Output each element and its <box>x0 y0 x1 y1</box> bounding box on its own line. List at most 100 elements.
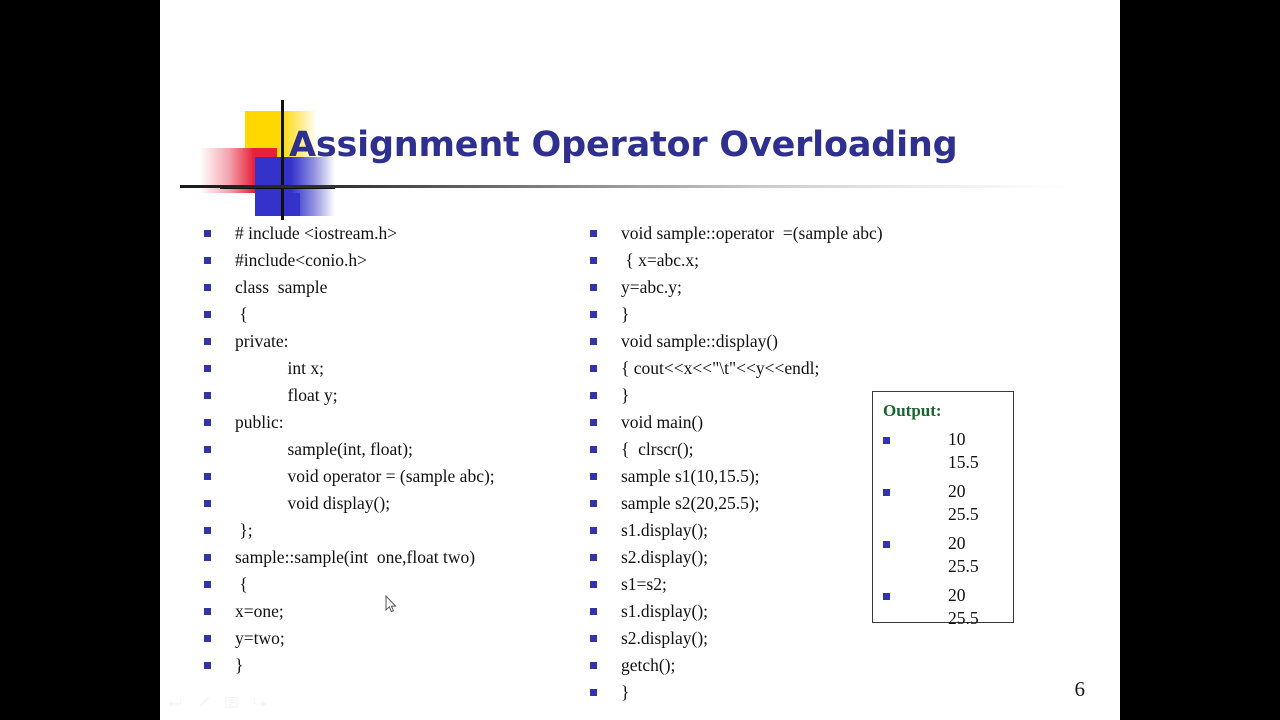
list-item-label: y=two; <box>235 628 285 648</box>
bullet-square-icon <box>590 230 597 237</box>
mouse-cursor <box>385 594 397 614</box>
list-item-label: sample s2(20,25.5); <box>621 493 760 513</box>
list-item-label: }; <box>235 520 253 540</box>
bullet-square-icon <box>590 527 597 534</box>
page-number: 6 <box>1074 677 1086 701</box>
bullet-square-icon <box>590 689 597 696</box>
previous-slide-icon[interactable] <box>168 695 183 710</box>
blue-square-foot-icon <box>255 193 300 216</box>
list-item: { clrscr(); <box>590 436 910 463</box>
pen-icon[interactable] <box>196 695 211 710</box>
list-item-label: void main() <box>621 412 704 432</box>
bullet-square-icon <box>204 662 211 669</box>
list-item: }; <box>204 517 584 544</box>
list-item-label: s1=s2; <box>621 574 667 594</box>
bullet-square-icon <box>883 593 890 600</box>
list-item-label: s1.display(); <box>621 601 709 621</box>
list-item-label: getch(); <box>621 655 676 675</box>
bullet-square-icon <box>204 338 211 345</box>
bullet-square-icon <box>590 311 597 318</box>
bullet-square-icon <box>590 554 597 561</box>
bullet-square-icon <box>883 489 890 496</box>
list-item-label: void operator = (sample abc); <box>235 466 495 486</box>
page-title: Assignment Operator Overloading <box>289 125 958 165</box>
list-item: void operator = (sample abc); <box>204 463 584 490</box>
list-item: { <box>204 301 584 328</box>
vertical-line-icon <box>281 100 284 220</box>
bullet-square-icon <box>204 257 211 264</box>
list-item-label: void sample::display() <box>621 331 778 351</box>
list-item-label: class sample <box>235 277 328 297</box>
list-item: x=one; <box>204 598 584 625</box>
output-value-second: 25.5 <box>948 608 979 628</box>
list-item-label: { <box>235 304 248 324</box>
title-divider <box>180 185 1080 188</box>
list-item-label: public: <box>235 412 284 432</box>
bullet-square-icon <box>204 608 211 615</box>
list-item: sample::sample(int one,float two) <box>204 544 584 571</box>
next-slide-icon[interactable] <box>252 695 267 710</box>
bullet-square-icon <box>883 541 890 548</box>
list-item-label: sample::sample(int one,float two) <box>235 547 476 567</box>
output-row: 20 25.5 <box>883 480 1013 526</box>
code-column-right: void sample::operator =(sample abc) { x=… <box>590 220 910 706</box>
bullet-square-icon <box>204 581 211 588</box>
list-item: private: <box>204 328 584 355</box>
list-item-label: y=abc.y; <box>621 277 682 297</box>
bullet-square-icon <box>204 473 211 480</box>
list-item-label: int x; <box>235 358 324 378</box>
bullet-square-icon <box>204 365 211 372</box>
list-item-label: { cout<<x<<"\t"<<y<<endl; <box>621 358 820 378</box>
list-item: #include<conio.h> <box>204 247 584 274</box>
list-item-label: private: <box>235 331 289 351</box>
list-item: public: <box>204 409 584 436</box>
list-item: sample s2(20,25.5); <box>590 490 910 517</box>
output-row: 20 25.5 <box>883 584 1013 630</box>
output-value-second: 25.5 <box>948 504 979 524</box>
bullet-square-icon <box>590 500 597 507</box>
bullet-square-icon <box>590 662 597 669</box>
list-item-label: { clrscr(); <box>621 439 694 459</box>
list-item-label: x=one; <box>235 601 284 621</box>
bullet-square-icon <box>590 473 597 480</box>
bullet-square-icon <box>590 257 597 264</box>
list-item: } <box>590 301 910 328</box>
list-item: void display(); <box>204 490 584 517</box>
list-item-label: } <box>621 304 630 324</box>
list-item-label: sample(int, float); <box>235 439 413 459</box>
bullet-square-icon <box>590 284 597 291</box>
list-item: sample s1(10,15.5); <box>590 463 910 490</box>
menu-icon[interactable] <box>224 695 239 710</box>
list-item-label: s1.display(); <box>621 520 709 540</box>
bullet-square-icon <box>590 392 597 399</box>
bullet-square-icon <box>204 419 211 426</box>
list-item: int x; <box>204 355 584 382</box>
output-value-second: 15.5 <box>948 452 979 472</box>
bullet-square-icon <box>590 365 597 372</box>
list-item: # include <iostream.h> <box>204 220 584 247</box>
presentation-controls[interactable] <box>168 695 267 710</box>
output-value-first: 20 <box>948 533 966 553</box>
output-value-first: 10 <box>948 429 966 449</box>
bullet-square-icon <box>204 446 211 453</box>
output-row-values: 20 25.5 <box>948 584 979 630</box>
bullet-square-icon <box>204 500 211 507</box>
list-item-label: { x=abc.x; <box>621 250 700 270</box>
list-item-label: s2.display(); <box>621 628 709 648</box>
output-value-first: 20 <box>948 585 966 605</box>
list-item: s1.display(); <box>590 598 910 625</box>
bullet-square-icon <box>590 419 597 426</box>
output-box: Output: 10 15.5 20 25.5 20 25.5 <box>872 391 1014 628</box>
list-item: } <box>590 382 910 409</box>
list-item: void sample::operator =(sample abc) <box>590 220 910 247</box>
list-item: void main() <box>590 409 910 436</box>
output-row: 20 25.5 <box>883 532 1013 578</box>
bullet-square-icon <box>590 446 597 453</box>
list-item-label: s2.display(); <box>621 547 709 567</box>
list-item: s2.display(); <box>590 625 910 652</box>
list-item-label: void display(); <box>235 493 391 513</box>
bullet-square-icon <box>590 608 597 615</box>
list-item-label: } <box>235 655 244 675</box>
list-item: s1=s2; <box>590 571 910 598</box>
